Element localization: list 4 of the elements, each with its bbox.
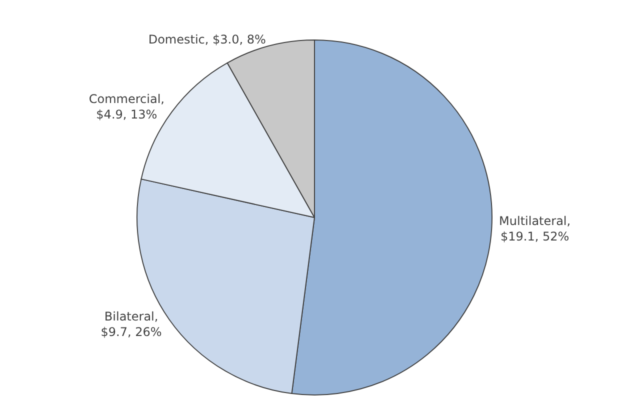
data-label: Commercial, $4.9, 13% [88, 92, 164, 122]
data-label: Domestic, $3.0, 8% [148, 32, 266, 46]
data-label: Multilateral, $19.1, 52% [499, 214, 571, 244]
data-label: Bilateral, $9.7, 26% [100, 310, 162, 340]
